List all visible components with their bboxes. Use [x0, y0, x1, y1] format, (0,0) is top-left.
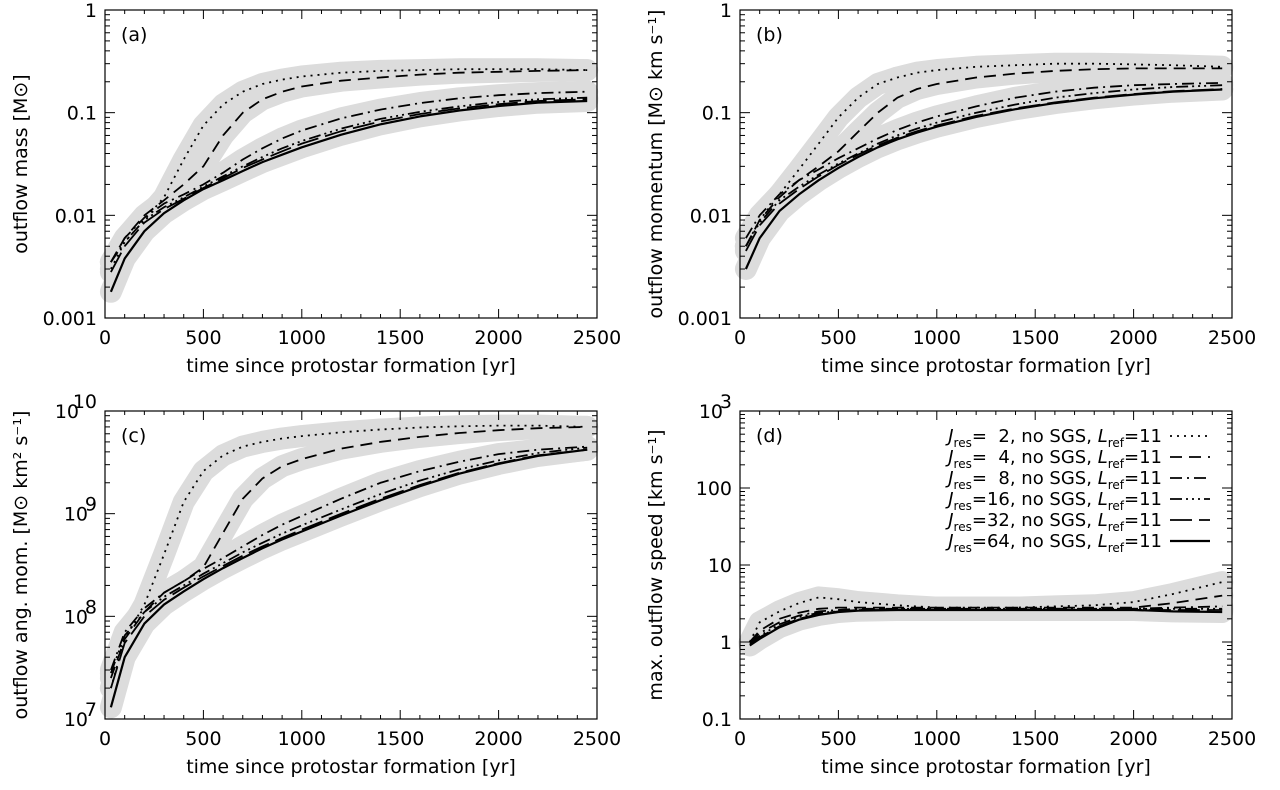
legend-label-j8: Jres= 8, no SGS, Lref=11	[945, 468, 1162, 492]
x-tick-label: 0	[99, 728, 111, 750]
x-tick-label: 1500	[1011, 728, 1059, 750]
series-band	[99, 436, 599, 685]
series-line-j64	[109, 99, 588, 293]
series-line-j4	[110, 426, 588, 679]
x-tick-label: 2000	[1109, 327, 1157, 349]
legend-label-j16: Jres=16, no SGS, Lref=11	[945, 489, 1162, 513]
y-tick-label: 10	[64, 709, 88, 731]
x-tick-label: 2500	[1208, 728, 1256, 750]
series-line-j8	[110, 90, 588, 263]
x-tick-label: 0	[99, 327, 111, 349]
x-tick-label: 500	[820, 327, 856, 349]
x-axis-title: time since protostar formation [yr]	[821, 355, 1151, 377]
series-line-j4	[110, 69, 588, 263]
panel-label: (a)	[121, 24, 147, 46]
chart-panel-b: 0 500 1000 1500 2000 2500 0.001 0.01 0.1 1 (b) time…	[645, 0, 1256, 377]
x-tick-label: 500	[185, 327, 221, 349]
y-tick-label: 0.01	[690, 205, 732, 227]
y-tick-label: 10	[55, 401, 79, 423]
y-axis-title: outflow mass [M⊙]	[10, 74, 32, 253]
y-tick-label: 0.1	[67, 103, 97, 125]
y-tick-exponent: 8	[85, 596, 97, 618]
series-line-j16	[110, 446, 588, 674]
y-tick-exponent: 3	[720, 391, 732, 413]
y-tick-label: 0.001	[678, 308, 732, 330]
y-tick-label: 0.1	[702, 709, 732, 731]
chart-panel-c: 0 500 1000 1500 2000 25001071081091010(c)time…	[10, 391, 621, 778]
x-tick-label: 1500	[376, 327, 424, 349]
x-tick-label: 2000	[474, 327, 522, 349]
legend-label-j64: Jres=64, no SGS, Lref=11	[945, 531, 1162, 555]
x-tick-label: 0	[734, 327, 746, 349]
x-tick-label: 1500	[1011, 327, 1059, 349]
x-tick-label: 2000	[1109, 728, 1157, 750]
plot-frame	[104, 410, 598, 720]
series-line-j16	[749, 607, 1223, 643]
x-tick-label: 1000	[913, 728, 961, 750]
series-line-j8	[745, 82, 1223, 239]
series-line-j64	[744, 88, 1223, 270]
panel-label: (c)	[121, 425, 146, 447]
chart-panel-d: 0 500 1000 1500 2000 25000.1110100103(d)time …	[645, 391, 1256, 778]
plot-frame	[739, 9, 1233, 319]
series-line-j16	[110, 96, 588, 263]
y-tick-label: 10	[64, 606, 88, 628]
series-band	[99, 435, 599, 681]
y-tick-label: 10	[64, 504, 88, 526]
panel-label: (d)	[756, 425, 783, 447]
legend-label-j4: Jres= 4, no SGS, Lref=11	[945, 447, 1162, 471]
series-line-j2	[110, 68, 588, 270]
x-tick-label: 2500	[1208, 327, 1256, 349]
series-line-j2	[745, 62, 1223, 247]
x-axis-title: time since protostar formation [yr]	[186, 355, 516, 377]
y-tick-exponent: 9	[85, 494, 97, 516]
y-tick-exponent: 10	[73, 391, 97, 413]
plot-frame	[104, 9, 598, 319]
x-tick-label: 2500	[573, 327, 621, 349]
x-tick-label: 500	[820, 728, 856, 750]
series-line-j64	[749, 608, 1223, 647]
y-tick-label: 0.1	[702, 103, 732, 125]
y-axis-title: outflow ang. mom. [M⊙ km² s⁻¹]	[10, 411, 32, 720]
y-tick-label: 10	[699, 401, 723, 423]
y-axis-title: outflow momentum [M⊙ km s⁻¹]	[645, 10, 667, 319]
y-axis-title: max. outflow speed [km s⁻¹]	[645, 429, 667, 700]
series-line-j64	[109, 448, 588, 708]
series-band	[99, 90, 599, 303]
y-tick-label: 1	[720, 0, 732, 22]
x-tick-label: 2500	[573, 728, 621, 750]
x-tick-label: 1000	[278, 327, 326, 349]
panel-label: (b)	[756, 24, 783, 46]
x-axis-title: time since protostar formation [yr]	[186, 756, 516, 778]
x-tick-label: 2000	[474, 728, 522, 750]
x-tick-label: 1500	[376, 728, 424, 750]
y-tick-label: 1	[720, 632, 732, 654]
x-tick-label: 1000	[913, 327, 961, 349]
legend-label-j2: Jres= 2, no SGS, Lref=11	[945, 426, 1162, 450]
series-line-j32	[745, 88, 1223, 252]
y-tick-label: 10	[708, 555, 732, 577]
chart-panel-a: 0 500 1000 1500 2000 2500 0.001 0.01 0.1 1 (a) time…	[10, 0, 621, 377]
series-line-j4	[749, 594, 1223, 643]
legend-label-j32: Jres=32, no SGS, Lref=11	[945, 510, 1162, 534]
x-tick-label: 0	[734, 728, 746, 750]
x-tick-label: 500	[185, 728, 221, 750]
x-tick-label: 1000	[278, 728, 326, 750]
y-tick-label: 0.001	[43, 308, 97, 330]
y-tick-label: 0.01	[55, 205, 97, 227]
x-axis-title: time since protostar formation [yr]	[821, 756, 1151, 778]
y-tick-exponent: 7	[85, 699, 97, 721]
series-line-j16	[745, 84, 1223, 247]
y-tick-label: 100	[696, 478, 732, 500]
y-tick-label: 1	[85, 0, 97, 22]
series-line-j8	[110, 445, 588, 671]
series-line-j32	[110, 98, 588, 273]
